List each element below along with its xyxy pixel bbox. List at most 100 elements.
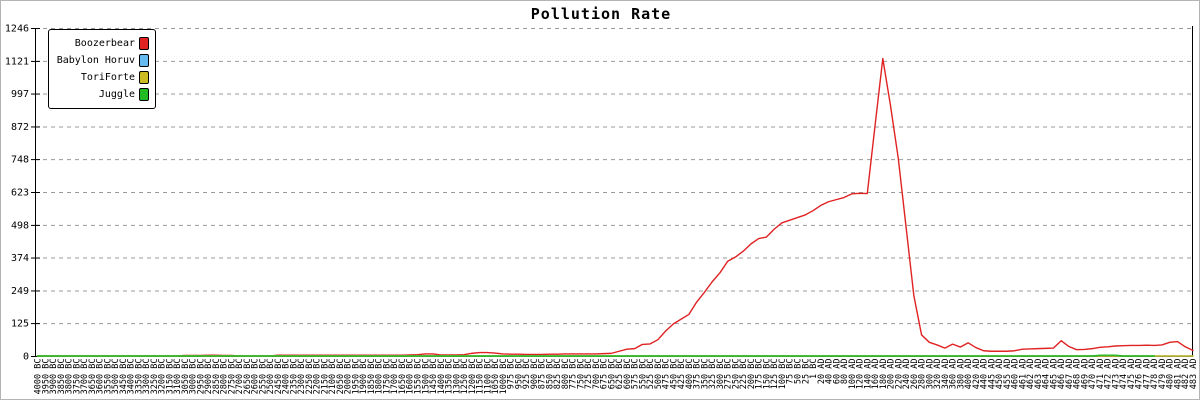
svg-text:380 AD: 380 AD bbox=[956, 359, 966, 390]
svg-text:480 AD: 480 AD bbox=[1166, 359, 1176, 390]
svg-text:1350 BC: 1350 BC bbox=[445, 359, 455, 395]
legend: Boozerbear Babylon Horuv ToriForte Juggl… bbox=[48, 29, 156, 109]
legend-label: ToriForte bbox=[80, 72, 135, 83]
series-boozerbear bbox=[36, 57, 1194, 357]
svg-text:925 BC: 925 BC bbox=[522, 359, 532, 390]
svg-text:125: 125 bbox=[11, 319, 29, 330]
svg-text:2950 BC: 2950 BC bbox=[196, 359, 206, 395]
svg-text:2450 BC: 2450 BC bbox=[274, 359, 284, 395]
svg-text:240 AD: 240 AD bbox=[902, 359, 912, 390]
svg-text:260 AD: 260 AD bbox=[910, 359, 920, 390]
svg-text:3550 BC: 3550 BC bbox=[103, 359, 113, 395]
svg-text:440 AD: 440 AD bbox=[980, 359, 990, 390]
svg-text:320 AD: 320 AD bbox=[933, 359, 943, 390]
svg-text:2850 BC: 2850 BC bbox=[212, 359, 222, 395]
svg-text:275 BC: 275 BC bbox=[724, 359, 734, 390]
svg-text:474 AD: 474 AD bbox=[1119, 359, 1129, 390]
svg-text:3700 BC: 3700 BC bbox=[80, 359, 90, 395]
svg-text:1250 BC: 1250 BC bbox=[460, 359, 470, 395]
svg-text:1100 BC: 1100 BC bbox=[483, 359, 493, 395]
svg-text:160 AD: 160 AD bbox=[871, 359, 881, 390]
svg-text:700 BC: 700 BC bbox=[592, 359, 602, 390]
svg-text:220 AD: 220 AD bbox=[894, 359, 904, 390]
svg-text:575 BC: 575 BC bbox=[631, 359, 641, 390]
svg-text:2050 BC: 2050 BC bbox=[336, 359, 346, 395]
svg-text:525 BC: 525 BC bbox=[646, 359, 656, 390]
svg-text:463 AD: 463 AD bbox=[1034, 359, 1044, 390]
svg-text:748: 748 bbox=[11, 155, 29, 166]
svg-text:3500 BC: 3500 BC bbox=[111, 359, 121, 395]
svg-text:455 AD: 455 AD bbox=[1003, 359, 1013, 390]
svg-text:120 AD: 120 AD bbox=[856, 359, 866, 390]
svg-text:825 BC: 825 BC bbox=[553, 359, 563, 390]
legend-label: Babylon Horuv bbox=[56, 55, 135, 66]
svg-text:2300 BC: 2300 BC bbox=[297, 359, 307, 395]
gridlines bbox=[35, 28, 1193, 325]
svg-text:1650 BC: 1650 BC bbox=[398, 359, 408, 395]
svg-text:2650 BC: 2650 BC bbox=[243, 359, 253, 395]
series-juggle bbox=[36, 354, 1155, 357]
svg-text:1000 BC: 1000 BC bbox=[499, 359, 509, 395]
svg-text:350 BC: 350 BC bbox=[700, 359, 710, 390]
svg-text:467 AD: 467 AD bbox=[1065, 359, 1075, 390]
legend-label: Juggle bbox=[98, 89, 135, 100]
svg-text:1150 BC: 1150 BC bbox=[476, 359, 486, 395]
svg-text:469 AD: 469 AD bbox=[1080, 359, 1090, 390]
svg-text:750 BC: 750 BC bbox=[576, 359, 586, 390]
svg-text:3300 BC: 3300 BC bbox=[142, 359, 152, 395]
svg-text:40 AD: 40 AD bbox=[825, 359, 835, 385]
svg-text:2550 BC: 2550 BC bbox=[258, 359, 268, 395]
svg-text:800 BC: 800 BC bbox=[561, 359, 571, 390]
svg-text:80 AD: 80 AD bbox=[840, 359, 850, 385]
svg-text:4000 BC: 4000 BC bbox=[34, 359, 44, 395]
svg-text:3600 BC: 3600 BC bbox=[96, 359, 106, 395]
svg-text:2700 BC: 2700 BC bbox=[235, 359, 245, 395]
svg-text:450 AD: 450 AD bbox=[995, 359, 1005, 390]
y-tick-marks bbox=[31, 28, 40, 357]
svg-text:2200 BC: 2200 BC bbox=[313, 359, 323, 395]
svg-text:1550 BC: 1550 BC bbox=[414, 359, 424, 395]
svg-text:225 BC: 225 BC bbox=[739, 359, 749, 390]
svg-text:300 BC: 300 BC bbox=[716, 359, 726, 390]
svg-text:1900 BC: 1900 BC bbox=[359, 359, 369, 395]
svg-text:3350 BC: 3350 BC bbox=[134, 359, 144, 395]
svg-text:400 AD: 400 AD bbox=[964, 359, 974, 390]
svg-text:471 AD: 471 AD bbox=[1096, 359, 1106, 390]
svg-text:3100 BC: 3100 BC bbox=[173, 359, 183, 395]
svg-text:3750 BC: 3750 BC bbox=[72, 359, 82, 395]
svg-text:125 BC: 125 BC bbox=[770, 359, 780, 390]
svg-text:481 AD: 481 AD bbox=[1173, 359, 1183, 390]
legend-item-toriforte: ToriForte bbox=[53, 69, 149, 86]
svg-text:1300 BC: 1300 BC bbox=[452, 359, 462, 395]
svg-text:1050 BC: 1050 BC bbox=[491, 359, 501, 395]
svg-text:280 AD: 280 AD bbox=[918, 359, 928, 390]
svg-text:445 AD: 445 AD bbox=[987, 359, 997, 390]
svg-text:3800 BC: 3800 BC bbox=[65, 359, 75, 395]
svg-text:468 AD: 468 AD bbox=[1073, 359, 1083, 390]
svg-text:3950 BC: 3950 BC bbox=[41, 359, 51, 395]
svg-text:1950 BC: 1950 BC bbox=[351, 359, 361, 395]
svg-text:150 BC: 150 BC bbox=[762, 359, 772, 390]
svg-text:1450 BC: 1450 BC bbox=[429, 359, 439, 395]
svg-text:375 BC: 375 BC bbox=[693, 359, 703, 390]
svg-text:3000 BC: 3000 BC bbox=[189, 359, 199, 395]
svg-text:2250 BC: 2250 BC bbox=[305, 359, 315, 395]
svg-text:175 BC: 175 BC bbox=[755, 359, 765, 390]
svg-text:140 AD: 140 AD bbox=[863, 359, 873, 390]
svg-text:1 BC: 1 BC bbox=[809, 359, 819, 379]
svg-text:100 AD: 100 AD bbox=[848, 359, 858, 390]
svg-text:1121: 1121 bbox=[5, 56, 29, 67]
svg-text:462 AD: 462 AD bbox=[1026, 359, 1036, 390]
svg-text:2000 BC: 2000 BC bbox=[344, 359, 354, 395]
svg-text:249: 249 bbox=[11, 286, 29, 297]
svg-text:1750 BC: 1750 BC bbox=[382, 359, 392, 395]
svg-text:1850 BC: 1850 BC bbox=[367, 359, 377, 395]
legend-item-babylon-horuv: Babylon Horuv bbox=[53, 52, 149, 69]
svg-text:850 BC: 850 BC bbox=[545, 359, 555, 390]
svg-text:464 AD: 464 AD bbox=[1042, 359, 1052, 390]
svg-text:2750 BC: 2750 BC bbox=[227, 359, 237, 395]
svg-text:425 BC: 425 BC bbox=[677, 359, 687, 390]
svg-text:325 BC: 325 BC bbox=[708, 359, 718, 390]
